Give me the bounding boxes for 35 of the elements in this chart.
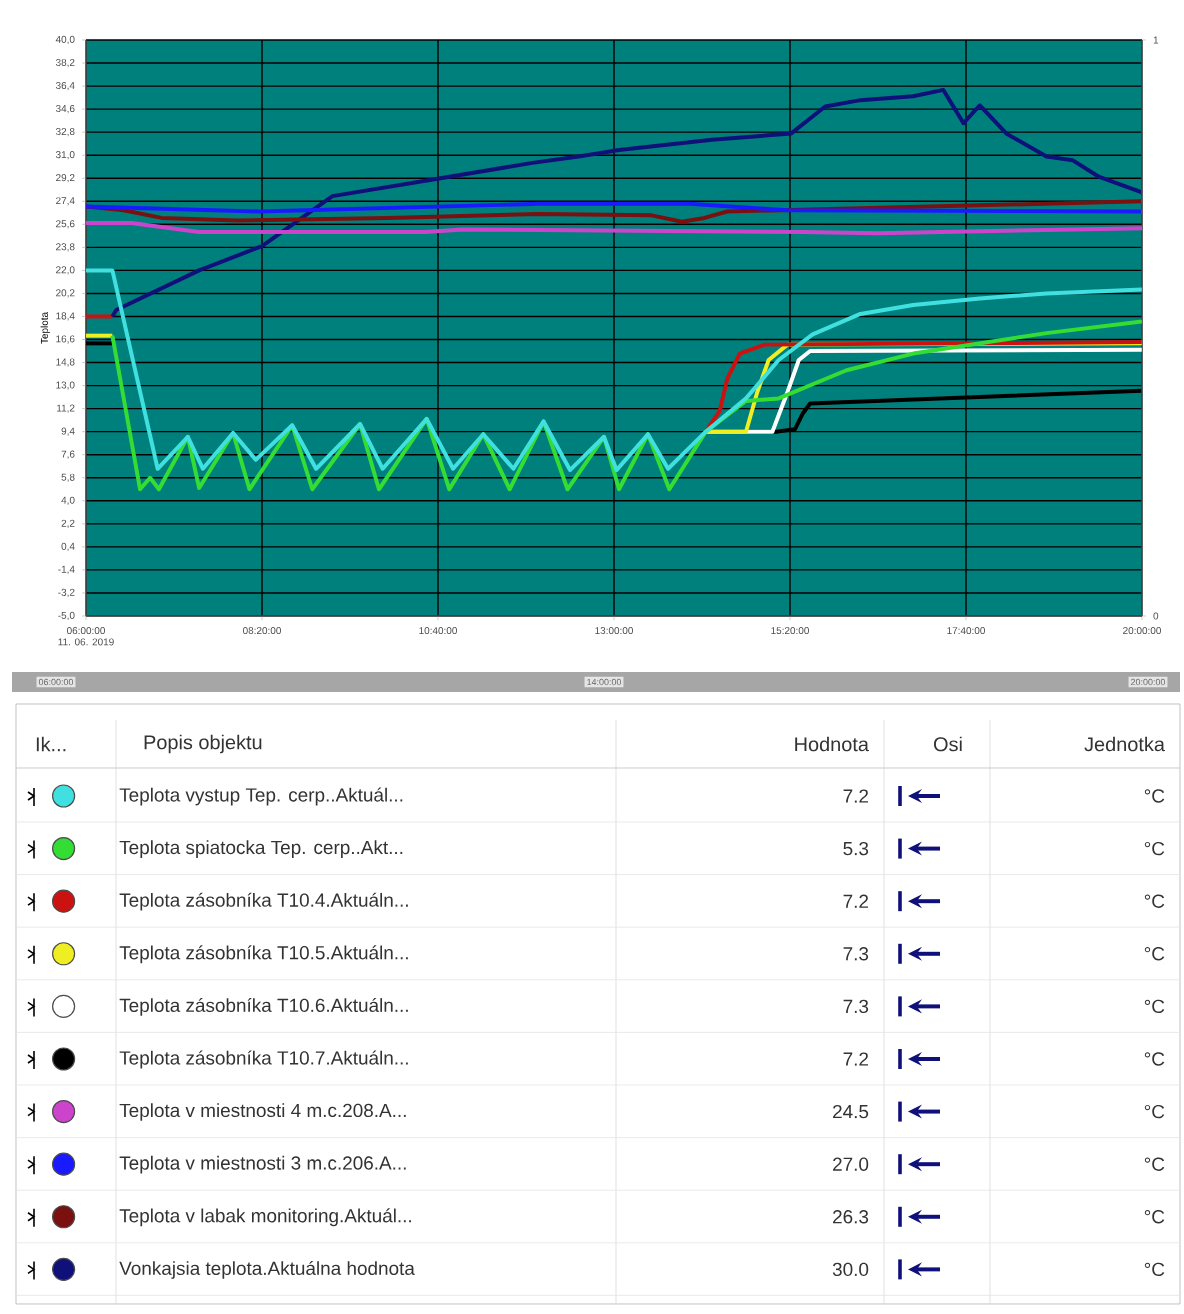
text: 7.2	[843, 1052, 869, 1066]
text: 7.2	[843, 789, 869, 803]
text: °C	[1144, 1210, 1165, 1224]
text: 7.3	[843, 999, 869, 1014]
text: 30.0	[832, 1262, 869, 1277]
text: 24.5	[833, 1104, 869, 1119]
text: °C	[1144, 894, 1165, 908]
legend-label: Teplota zásobníka T10.5.Aktuáln...	[119, 945, 408, 964]
text: Osi	[933, 736, 962, 752]
legend-label: Teplota zásobníka T10.6.Aktuáln...	[119, 997, 408, 1016]
text: Ik...	[36, 736, 66, 752]
text: 7.2	[843, 894, 869, 908]
legend-label: Vonkajsia teplota.Aktuálna hodnota	[119, 1260, 415, 1279]
text: 5.3	[843, 841, 869, 856]
text: °C	[1144, 789, 1165, 803]
text: °C	[1144, 1104, 1165, 1119]
legend-label: Teplota zásobníka T10.7.Aktuáln...	[119, 1050, 408, 1069]
legend-label: Teplota v miestnosti 3 m.c.206.A...	[119, 1155, 406, 1174]
text: 7.3	[843, 947, 869, 961]
legend-label: Teplota spiatocka Tep. cerp..Akt...	[119, 840, 403, 858]
legend-label: Teplota v miestnosti 4 m.c.208.A...	[119, 1103, 406, 1121]
text: 26.3	[833, 1210, 869, 1224]
text: °C	[1144, 1052, 1165, 1066]
legend-label: Teplota zásobníka T10.4.Aktuáln...	[119, 892, 408, 911]
text: Popis objektu	[144, 734, 262, 754]
text: Jednotka	[1084, 736, 1165, 752]
text: °C	[1144, 999, 1165, 1014]
text: 27.0	[833, 1157, 869, 1171]
text: °C	[1144, 1262, 1165, 1277]
text: °C	[1144, 947, 1165, 961]
legend-label: Teplota v labak monitoring.Aktuál...	[119, 1208, 411, 1227]
text: Hodnota	[795, 736, 869, 752]
text: °C	[1144, 841, 1165, 856]
text: °C	[1144, 1157, 1165, 1171]
legend-label: Teplota vystup Tep. cerp..Aktuál...	[119, 787, 403, 806]
